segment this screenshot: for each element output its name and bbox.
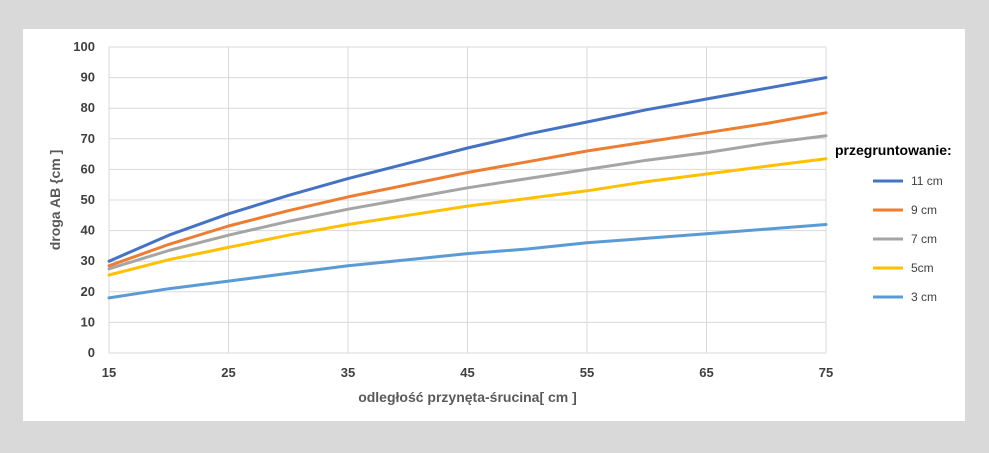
series-line [107, 157, 828, 277]
series-line [107, 76, 828, 263]
series-line [107, 134, 828, 271]
y-tick-label: 50 [81, 192, 95, 207]
gridlines [108, 46, 827, 354]
y-tick-label: 100 [73, 39, 95, 54]
y-tick-label: 80 [81, 100, 95, 115]
x-tick-label: 25 [221, 365, 235, 380]
legend: przegruntowanie: 11 cm 9 cm 7 cm 5cm 3 cm [835, 142, 952, 304]
legend-title: przegruntowanie: [835, 142, 952, 158]
chart-card: 0 10 20 30 40 50 60 70 80 90 100 15 25 35 45 55 65 75 odl… [23, 29, 965, 421]
y-tick-label: 60 [81, 161, 95, 176]
x-tick-label: 45 [460, 365, 474, 380]
series-lines [107, 76, 828, 300]
y-tick-label: 70 [81, 131, 95, 146]
legend-label: 3 cm [911, 290, 937, 304]
legend-label: 5cm [911, 261, 934, 275]
x-tick-label: 15 [102, 365, 116, 380]
x-tick-label: 35 [341, 365, 355, 380]
x-tick-label: 55 [580, 365, 594, 380]
tick-labels: 0 10 20 30 40 50 60 70 80 90 100 15 25 35 45 55 65 75 [73, 39, 833, 380]
legend-label: 9 cm [911, 203, 937, 217]
y-axis-title: droga AB {cm ] [47, 150, 63, 251]
x-axis-title: odległość przynęta-śrucina[ cm ] [358, 389, 577, 405]
y-tick-label: 90 [81, 70, 95, 85]
y-tick-label: 0 [88, 345, 95, 360]
legend-label: 7 cm [911, 232, 937, 246]
line-chart: 0 10 20 30 40 50 60 70 80 90 100 15 25 35 45 55 65 75 odl… [47, 39, 952, 405]
y-tick-label: 10 [81, 314, 95, 329]
series-line [107, 111, 828, 268]
x-tick-label: 75 [819, 365, 833, 380]
y-tick-label: 40 [81, 223, 95, 238]
series-line [107, 223, 828, 300]
x-tick-label: 65 [699, 365, 713, 380]
legend-label: 11 cm [911, 174, 943, 188]
y-tick-label: 20 [81, 284, 95, 299]
y-tick-label: 30 [81, 253, 95, 268]
